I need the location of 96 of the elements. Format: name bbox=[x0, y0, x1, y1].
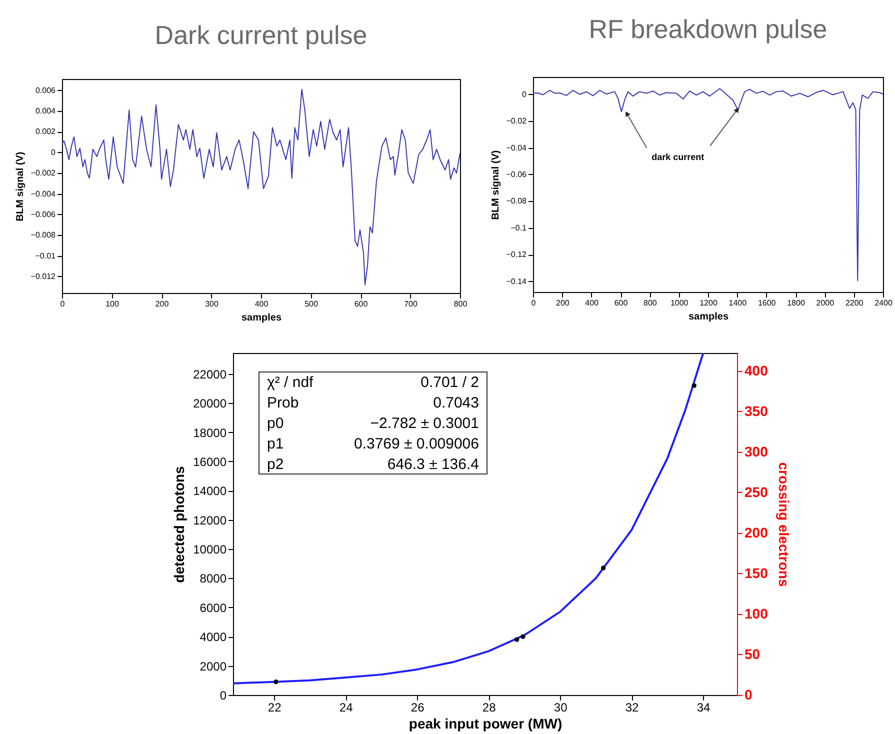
y-tick-label: 0.002 bbox=[35, 127, 56, 136]
x-tick-label: 800 bbox=[643, 298, 658, 308]
x-tick-label: 700 bbox=[404, 300, 418, 308]
x-tick-label: 34 bbox=[696, 700, 711, 714]
x-tick-label: 2000 bbox=[816, 298, 835, 308]
annotation: 646.3 ± 136.4 bbox=[387, 456, 479, 473]
annotation: dark current bbox=[652, 152, 704, 162]
x-tick-label: 0 bbox=[60, 300, 66, 308]
y-tick-label: 20000 bbox=[193, 396, 227, 411]
line-series bbox=[533, 88, 883, 282]
annotation: p1 bbox=[267, 436, 284, 452]
y2-tick-label: 200 bbox=[744, 524, 768, 540]
x-tick-label: 500 bbox=[304, 300, 318, 308]
x-tick-label: 200 bbox=[155, 300, 170, 308]
annotation: p0 bbox=[267, 415, 284, 432]
chart-title: RF breakdown pulse bbox=[588, 14, 828, 44]
line-series bbox=[62, 88, 460, 286]
y-tick-label: 10000 bbox=[193, 542, 227, 557]
x-tick-label: 2200 bbox=[845, 298, 864, 308]
x-tick-label: 300 bbox=[205, 300, 219, 308]
x-tick-label: 28 bbox=[482, 700, 496, 714]
x-tick-label: 24 bbox=[339, 700, 354, 714]
x-tick-label: 1800 bbox=[787, 298, 806, 308]
y-tick-label: −0.12 bbox=[506, 250, 528, 260]
y2-tick-label: 150 bbox=[744, 564, 768, 581]
x-tick-label: 1600 bbox=[758, 298, 776, 308]
x-axis-title: samples bbox=[241, 312, 282, 324]
x-tick-label: 1200 bbox=[700, 298, 718, 308]
x-tick-label: 22 bbox=[268, 700, 282, 714]
y-tick-label: −0.01 bbox=[35, 251, 56, 260]
y-tick-label: −0.008 bbox=[30, 230, 56, 240]
y-tick-label: 8000 bbox=[200, 572, 227, 586]
y-tick-label: 2000 bbox=[200, 659, 227, 674]
y-tick-label: 12000 bbox=[193, 513, 227, 528]
x-tick-label: 400 bbox=[254, 300, 269, 308]
y-tick-label: 4000 bbox=[200, 630, 227, 644]
x-tick-label: 600 bbox=[614, 298, 628, 308]
y-tick-label: −0.06 bbox=[506, 170, 528, 179]
x-tick-label: 2400 bbox=[874, 298, 893, 308]
point bbox=[514, 637, 520, 642]
y2-tick-label: 100 bbox=[744, 605, 768, 622]
x-tick-label: 1000 bbox=[670, 298, 689, 308]
chart-title: Dark current pulse bbox=[154, 20, 368, 50]
y-tick-label: −0.04 bbox=[506, 143, 528, 152]
y-tick-label: −0.08 bbox=[506, 196, 528, 206]
x-axis-title: peak input power (MW) bbox=[408, 716, 562, 732]
x-tick-label: 200 bbox=[556, 298, 570, 308]
y-tick-label: −0.1 bbox=[510, 223, 528, 232]
y-tick-label: 0.006 bbox=[35, 86, 56, 95]
point bbox=[600, 566, 606, 570]
annotation: 0.701 / 2 bbox=[420, 374, 479, 391]
y-tick-label: 16000 bbox=[193, 454, 227, 469]
point bbox=[520, 634, 526, 639]
y-tick-label: −0.002 bbox=[30, 168, 56, 178]
y-tick-label: 0 bbox=[220, 688, 227, 702]
x-tick-label: 1400 bbox=[728, 298, 748, 308]
annotation: p2 bbox=[267, 456, 284, 473]
y-tick-label: −0.14 bbox=[506, 276, 528, 286]
y-tick-label: 6000 bbox=[200, 600, 227, 615]
y-axis-title: BLM signal (V) bbox=[490, 150, 502, 220]
point bbox=[692, 383, 696, 388]
y2-tick-label: 350 bbox=[744, 402, 768, 419]
line-series bbox=[233, 353, 704, 684]
x-tick-label: 800 bbox=[454, 300, 468, 308]
x-tick-label: 30 bbox=[554, 700, 568, 714]
annotation: −2.782 ± 0.3001 bbox=[370, 415, 479, 432]
y-tick-label: 14000 bbox=[193, 484, 227, 498]
y2-axis-title: crossing electrons bbox=[776, 462, 792, 587]
x-tick-label: 0 bbox=[531, 298, 536, 308]
y-tick-label: 22000 bbox=[193, 367, 227, 382]
x-tick-label: 400 bbox=[585, 298, 600, 308]
y2-tick-label: 0 bbox=[744, 686, 752, 702]
x-tick-label: 26 bbox=[410, 700, 425, 714]
x-tick-label: 100 bbox=[106, 300, 120, 308]
y-axis-title: BLM signal (V) bbox=[14, 152, 26, 222]
y-tick-label: −0.02 bbox=[506, 116, 528, 126]
y-axis-title: detected photons bbox=[171, 466, 188, 583]
x-tick-label: 32 bbox=[625, 700, 640, 714]
annotation: χ² / ndf bbox=[267, 374, 314, 391]
annotation: 0.7043 bbox=[433, 394, 479, 412]
y-tick-label: 0 bbox=[522, 90, 528, 99]
y2-tick-label: 50 bbox=[744, 646, 760, 662]
y-tick-label: 0 bbox=[51, 148, 56, 157]
annotation: 0.3769 ± 0.009006 bbox=[354, 436, 479, 452]
y2-tick-label: 300 bbox=[744, 443, 768, 460]
y-tick-label: −0.006 bbox=[30, 210, 56, 219]
x-tick-label: 600 bbox=[354, 300, 368, 308]
y2-tick-label: 400 bbox=[744, 362, 768, 378]
y-tick-label: −0.004 bbox=[30, 189, 56, 198]
point bbox=[274, 680, 278, 684]
y2-tick-label: 250 bbox=[744, 484, 768, 500]
y-tick-label: 0.004 bbox=[35, 106, 56, 116]
y-tick-label: 18000 bbox=[193, 426, 227, 440]
x-axis-title: samples bbox=[688, 312, 729, 322]
annotation: Prob bbox=[267, 394, 299, 412]
y-tick-label: −0.012 bbox=[30, 272, 56, 281]
